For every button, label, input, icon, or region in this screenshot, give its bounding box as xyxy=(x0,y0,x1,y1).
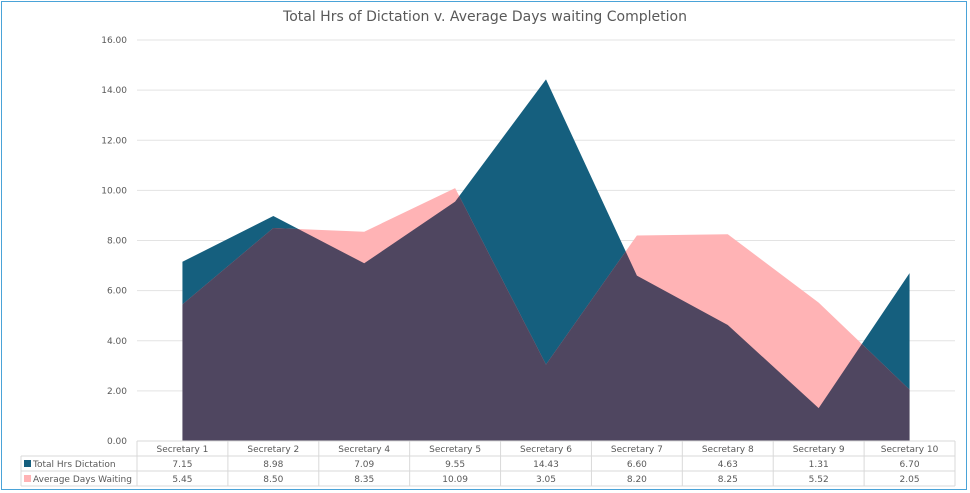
category-label: Secretary 1 xyxy=(156,445,208,455)
legend-label: Average Days Waiting xyxy=(33,475,132,485)
y-tick-label: 2.00 xyxy=(107,387,127,397)
data-label: 5.52 xyxy=(809,475,829,485)
y-axis-ticks: 0.00 2.00 4.00 6.00 8.00 10.00 12.00 14.00 16.00 xyxy=(101,36,127,447)
areas xyxy=(182,79,910,442)
category-label: Secretary 5 xyxy=(429,445,481,455)
category-label: Secretary 2 xyxy=(247,445,299,455)
data-label: 2.05 xyxy=(900,475,920,485)
y-tick-label: 4.00 xyxy=(107,337,127,347)
y-tick-label: 0.00 xyxy=(107,437,127,447)
data-label: 1.31 xyxy=(809,460,829,470)
data-label: 6.70 xyxy=(900,460,920,470)
data-label: 8.98 xyxy=(263,460,283,470)
data-label: 8.25 xyxy=(718,475,738,485)
data-table: Secretary 1 Secretary 2 Secretary 4 Secreta… xyxy=(20,440,956,487)
y-tick-label: 10.00 xyxy=(101,186,127,196)
y-tick-label: 8.00 xyxy=(107,237,127,247)
legend-label: Total Hrs Dictation xyxy=(32,460,116,470)
y-tick-label: 12.00 xyxy=(101,136,127,146)
y-tick-label: 14.00 xyxy=(101,86,127,96)
legend-swatch-icon xyxy=(24,475,31,482)
data-label: 8.35 xyxy=(354,475,374,485)
category-label: Secretary 4 xyxy=(338,445,390,455)
data-label: 8.50 xyxy=(263,475,283,485)
category-label: Secretary 8 xyxy=(702,445,754,455)
data-label: 5.45 xyxy=(172,475,192,485)
data-label: 7.15 xyxy=(172,460,192,470)
data-label: 4.63 xyxy=(718,460,738,470)
data-label: 9.55 xyxy=(445,460,465,470)
category-label: Secretary 10 xyxy=(881,445,939,455)
category-label: Secretary 7 xyxy=(611,445,663,455)
chart-title: Total Hrs of Dictation v. Average Days w… xyxy=(283,9,687,25)
data-label: 6.60 xyxy=(627,460,647,470)
data-label: 7.09 xyxy=(354,460,374,470)
data-label: 14.43 xyxy=(533,460,559,470)
category-label: Secretary 6 xyxy=(520,445,572,455)
y-tick-label: 16.00 xyxy=(101,36,127,46)
data-label: 10.09 xyxy=(442,475,468,485)
y-tick-label: 6.00 xyxy=(107,287,127,297)
legend-swatch-icon xyxy=(24,460,31,467)
data-label: 3.05 xyxy=(536,475,556,485)
data-label: 8.20 xyxy=(627,475,647,485)
category-label: Secretary 9 xyxy=(793,445,845,455)
